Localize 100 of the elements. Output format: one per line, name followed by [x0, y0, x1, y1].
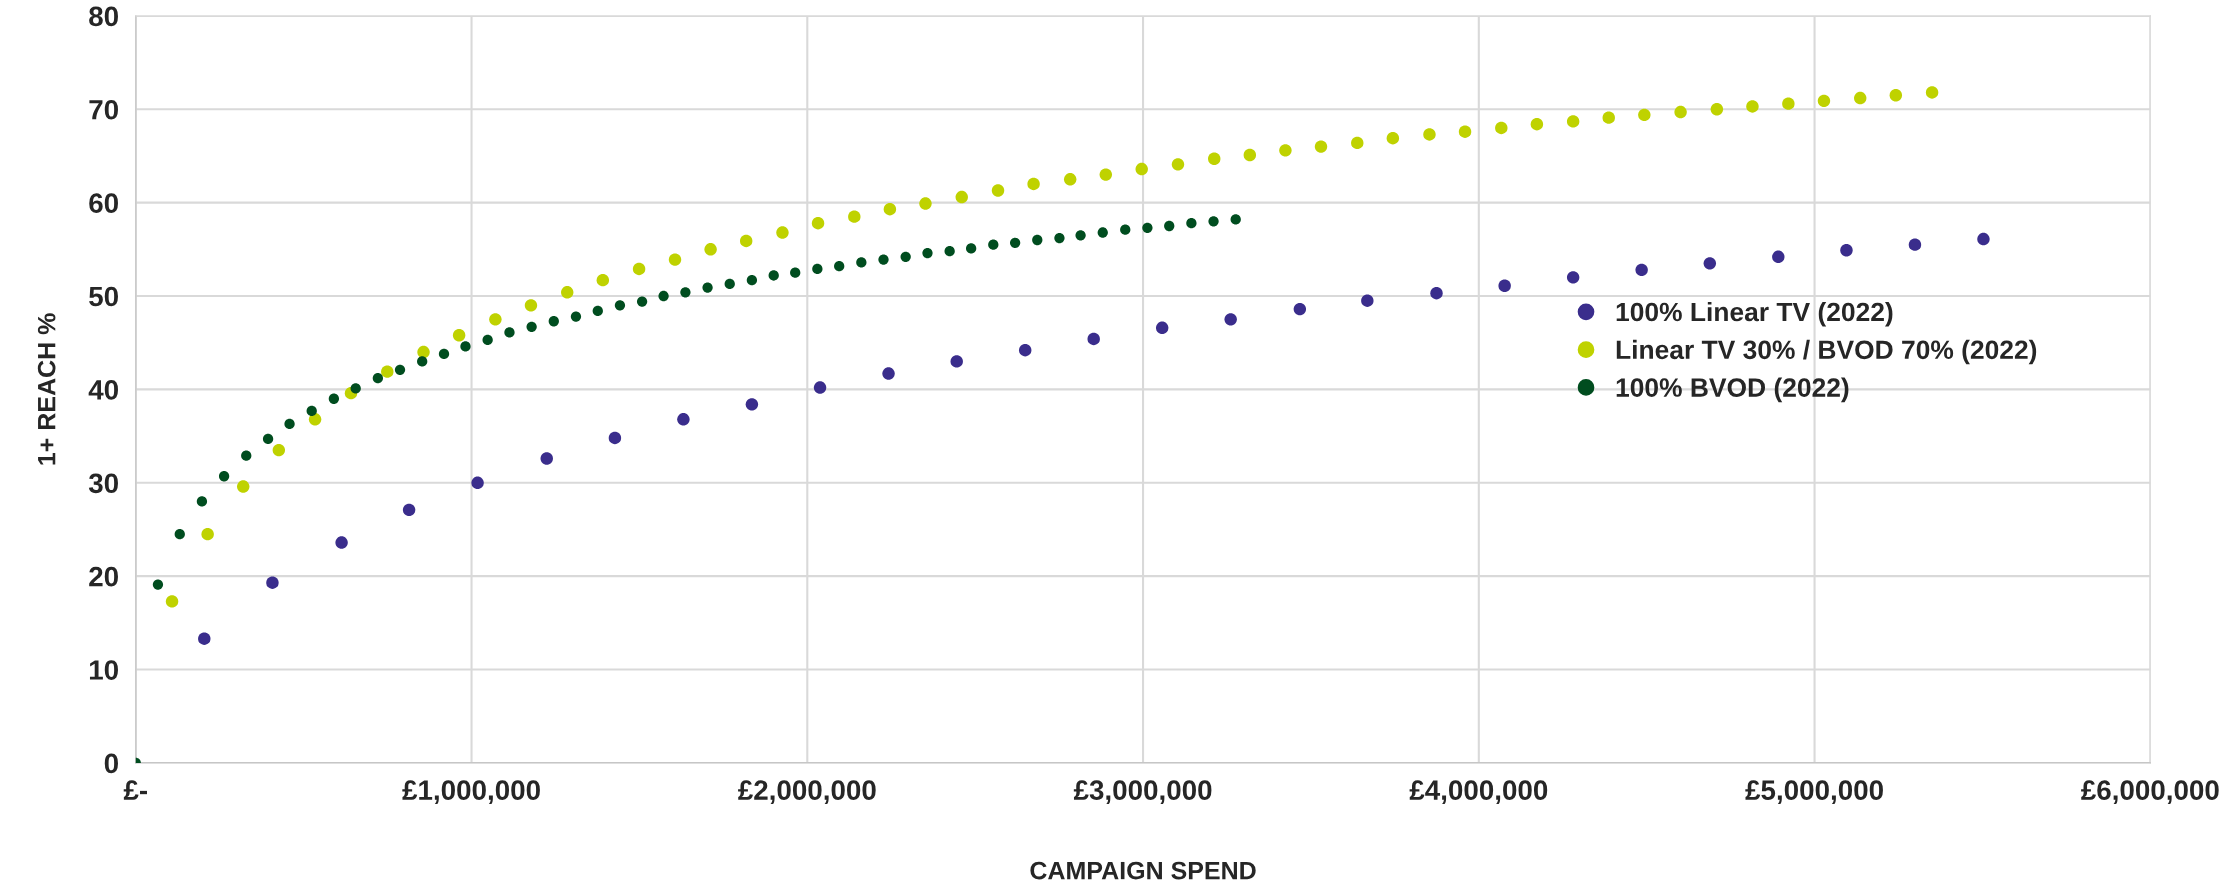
- point: [922, 247, 933, 259]
- point: [724, 278, 735, 290]
- x-tick-label: £6,000,000: [2081, 780, 2219, 805]
- point: [856, 257, 867, 268]
- point: [165, 595, 179, 608]
- point: [561, 286, 574, 299]
- point: [1009, 237, 1021, 248]
- point: [746, 275, 758, 286]
- point: [1782, 97, 1795, 110]
- point: [350, 383, 361, 394]
- point: [776, 226, 789, 239]
- point: [489, 313, 502, 326]
- point: [504, 327, 515, 338]
- point: [1458, 125, 1472, 138]
- point: [1674, 105, 1687, 119]
- x-tick-label: £1,000,000: [402, 780, 540, 805]
- point: [614, 300, 626, 311]
- x-tick-label: £2,000,000: [738, 780, 876, 805]
- point: [306, 405, 317, 417]
- point: [1566, 115, 1580, 128]
- point: [1530, 117, 1544, 131]
- x-tick-label: £3,000,000: [1073, 780, 1212, 805]
- point: [335, 536, 348, 549]
- point: [834, 260, 845, 272]
- point: [1386, 131, 1400, 145]
- point: [1293, 302, 1307, 316]
- point: [1120, 224, 1131, 235]
- point: [1423, 128, 1436, 141]
- point: [991, 184, 1005, 197]
- point: [548, 316, 559, 327]
- point: [1135, 162, 1148, 176]
- point: [988, 239, 999, 250]
- point: [608, 431, 622, 445]
- point: [1087, 332, 1100, 346]
- point: [1635, 263, 1648, 277]
- y-tick-label: 80: [89, 6, 118, 27]
- point: [677, 413, 690, 426]
- point: [878, 254, 889, 265]
- x-tick-label: £-: [123, 780, 148, 800]
- point: [900, 251, 911, 262]
- y-tick-label: 0: [104, 753, 118, 774]
- point: [237, 480, 250, 493]
- point: [452, 329, 466, 342]
- point: [328, 393, 340, 404]
- point: [1495, 121, 1508, 135]
- x-tick-label: £5,000,000: [1745, 780, 1883, 805]
- point: [1018, 343, 1032, 357]
- point: [1155, 321, 1169, 334]
- point: [394, 364, 406, 375]
- point: [632, 262, 646, 276]
- point: [596, 273, 610, 287]
- point: [848, 210, 861, 223]
- point: [417, 356, 428, 367]
- y-tick-label: 40: [88, 380, 118, 400]
- point: [1099, 168, 1112, 181]
- point: [1889, 89, 1903, 102]
- y-tick-label: 20: [89, 566, 118, 587]
- point: [1027, 177, 1040, 191]
- point: [1097, 227, 1108, 238]
- point: [417, 345, 430, 359]
- point: [1361, 294, 1374, 307]
- y-tick-label: 50: [89, 286, 118, 307]
- y-tick-label: 10: [89, 660, 118, 680]
- point: [460, 341, 471, 352]
- y-tick-label: 70: [89, 99, 118, 120]
- point: [471, 476, 484, 489]
- point: [1208, 152, 1221, 165]
- point: [883, 202, 897, 216]
- point: [668, 253, 682, 266]
- point: [262, 433, 274, 445]
- legend-label: 100% Linear TV (2022): [1616, 301, 1893, 327]
- point: [882, 367, 895, 380]
- point: [1430, 287, 1443, 300]
- point: [1977, 232, 1990, 246]
- point: [1566, 271, 1580, 284]
- point: [680, 287, 691, 298]
- point: [1925, 86, 1939, 99]
- point: [702, 282, 713, 293]
- point: [658, 290, 669, 302]
- point: [704, 243, 717, 256]
- point: [1314, 140, 1328, 153]
- point: [1908, 238, 1922, 251]
- x-axis-title: CAMPAIGN SPEND: [1030, 861, 1256, 880]
- point: [965, 243, 977, 254]
- point: [592, 305, 603, 317]
- point: [284, 418, 295, 430]
- y-tick-label: 60: [89, 193, 118, 213]
- point: [198, 632, 211, 645]
- y-tick-label: 30: [88, 473, 118, 494]
- point: [218, 471, 230, 482]
- point: [768, 270, 779, 281]
- point: [1351, 136, 1364, 150]
- point: [402, 503, 416, 517]
- point: [745, 398, 759, 411]
- point: [636, 296, 648, 307]
- point: [813, 381, 827, 394]
- point: [1208, 216, 1219, 227]
- point: [1638, 108, 1651, 122]
- point: [266, 576, 279, 589]
- point: [1032, 234, 1043, 246]
